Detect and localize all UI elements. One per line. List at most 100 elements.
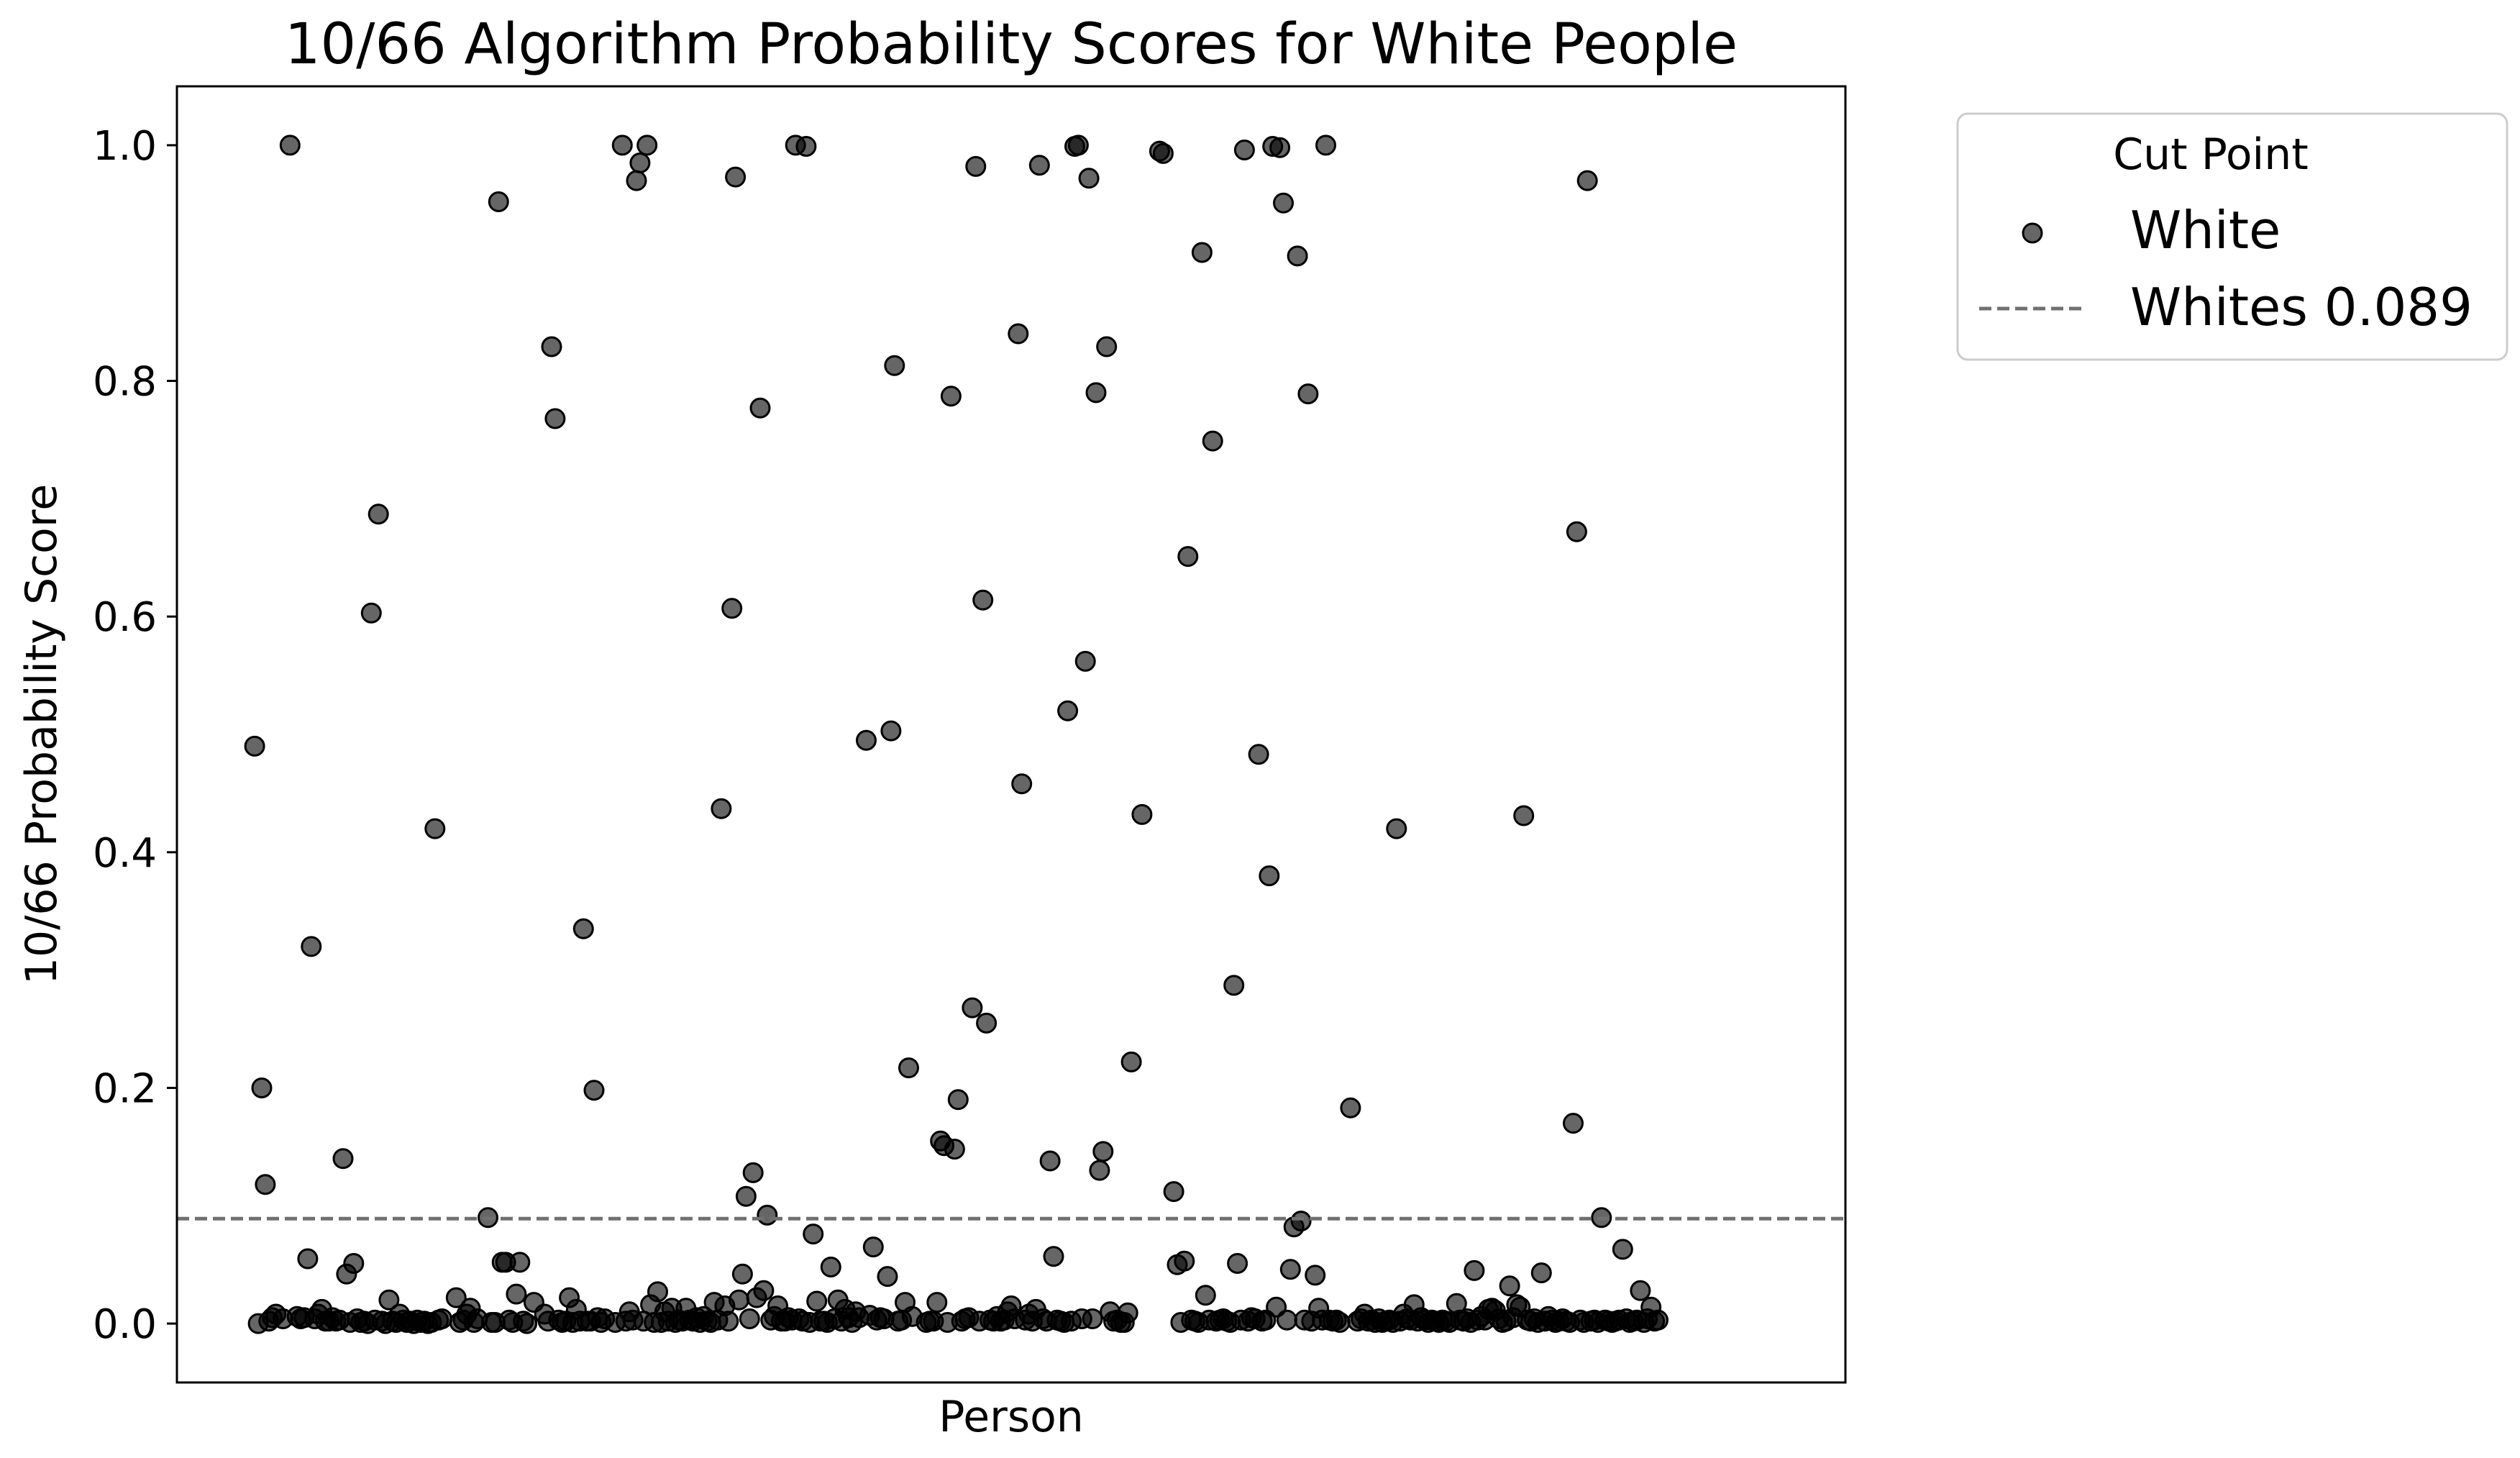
data-point <box>279 135 301 156</box>
data-point <box>1074 650 1096 672</box>
data-point <box>880 720 902 742</box>
data-point <box>884 355 905 376</box>
plot-frame <box>175 85 1847 1384</box>
data-point <box>972 589 994 611</box>
data-point <box>1092 1141 1114 1162</box>
data-point <box>718 1311 739 1332</box>
legend: Cut Point White Whites 0.089 <box>1956 112 2508 361</box>
data-point <box>962 997 983 1019</box>
y-tick-label: 0.0 <box>93 1301 157 1348</box>
data-point <box>244 735 265 757</box>
data-point <box>1340 1097 1361 1118</box>
data-point <box>378 1289 400 1311</box>
data-point <box>1120 1051 1142 1072</box>
data-point <box>1513 805 1535 826</box>
y-tick-label: 0.8 <box>93 359 157 406</box>
data-point <box>1259 865 1280 887</box>
data-point <box>1223 975 1245 996</box>
data-point <box>1202 430 1223 452</box>
data-point <box>1152 142 1174 164</box>
data-point <box>1191 242 1213 263</box>
data-point <box>1464 1259 1485 1281</box>
data-point <box>820 1257 841 1277</box>
data-point <box>749 397 771 419</box>
data-point <box>1117 1302 1138 1323</box>
data-point <box>251 1077 273 1098</box>
data-point <box>629 152 651 173</box>
data-point <box>1566 521 1587 542</box>
data-point <box>806 1290 828 1312</box>
data-point <box>753 1280 775 1301</box>
legend-frame <box>1956 112 2508 361</box>
data-point <box>1297 383 1319 405</box>
data-point <box>1305 1265 1326 1286</box>
data-point <box>1386 818 1407 839</box>
data-point <box>862 1236 884 1258</box>
data-point <box>572 918 594 939</box>
data-point <box>1315 135 1336 156</box>
data-point <box>1163 1181 1184 1203</box>
data-point <box>1576 170 1598 191</box>
data-point <box>1290 1211 1312 1232</box>
data-point <box>424 818 446 839</box>
data-point <box>1078 168 1100 189</box>
data-point <box>856 729 877 751</box>
legend-label-cutpoint: Whites 0.089 <box>2130 277 2473 337</box>
data-point <box>509 1252 531 1273</box>
data-point <box>1563 1113 1584 1134</box>
data-point <box>926 1292 948 1313</box>
data-point <box>947 1089 969 1111</box>
data-point <box>1287 245 1308 267</box>
data-point <box>445 1287 467 1308</box>
data-point <box>1248 744 1269 765</box>
data-point <box>1096 336 1118 357</box>
data-point <box>731 1263 753 1285</box>
data-point <box>1067 135 1089 156</box>
chart-title: 10/66 Algorithm Probability Scores for W… <box>285 12 1738 77</box>
data-point <box>1131 803 1153 825</box>
data-point <box>255 1174 276 1195</box>
data-point <box>795 136 817 157</box>
data-point <box>944 1139 965 1160</box>
y-tick-label: 0.4 <box>93 830 157 877</box>
data-point <box>1057 700 1079 721</box>
data-point <box>877 1266 898 1288</box>
data-point <box>583 1080 605 1101</box>
data-point <box>1028 155 1050 176</box>
data-point <box>721 598 743 619</box>
data-point <box>1233 140 1255 160</box>
data-point <box>976 1012 998 1034</box>
data-point <box>301 936 322 957</box>
data-point <box>898 1057 919 1079</box>
data-point <box>1276 1309 1297 1331</box>
data-point <box>1008 323 1029 345</box>
data-point <box>1195 1285 1216 1306</box>
data-point <box>297 1248 319 1270</box>
data-point <box>611 135 633 156</box>
data-point <box>647 1281 668 1303</box>
data-point <box>1011 773 1033 795</box>
data-point <box>940 386 962 407</box>
data-point <box>1082 1308 1103 1329</box>
data-point <box>739 1308 760 1329</box>
y-tick-label: 1.0 <box>93 123 157 170</box>
data-point <box>1612 1239 1633 1260</box>
y-tick-label: 0.6 <box>93 594 157 641</box>
data-point <box>1039 1150 1061 1172</box>
data-point <box>544 408 566 429</box>
legend-marker-white <box>2022 222 2043 244</box>
data-point <box>1089 1159 1110 1181</box>
data-point <box>742 1162 764 1183</box>
data-point <box>725 166 747 188</box>
data-point <box>488 191 509 212</box>
data-point <box>803 1224 824 1245</box>
legend-title: Cut Point <box>2113 129 2309 180</box>
data-point <box>1227 1253 1248 1274</box>
data-point <box>506 1283 527 1305</box>
data-point <box>711 798 732 819</box>
data-point <box>636 135 658 156</box>
data-point <box>1279 1259 1301 1280</box>
y-axis: 0.0 0.2 0.4 0.6 0.8 1.0 <box>93 123 177 1348</box>
data-point <box>343 1253 365 1274</box>
